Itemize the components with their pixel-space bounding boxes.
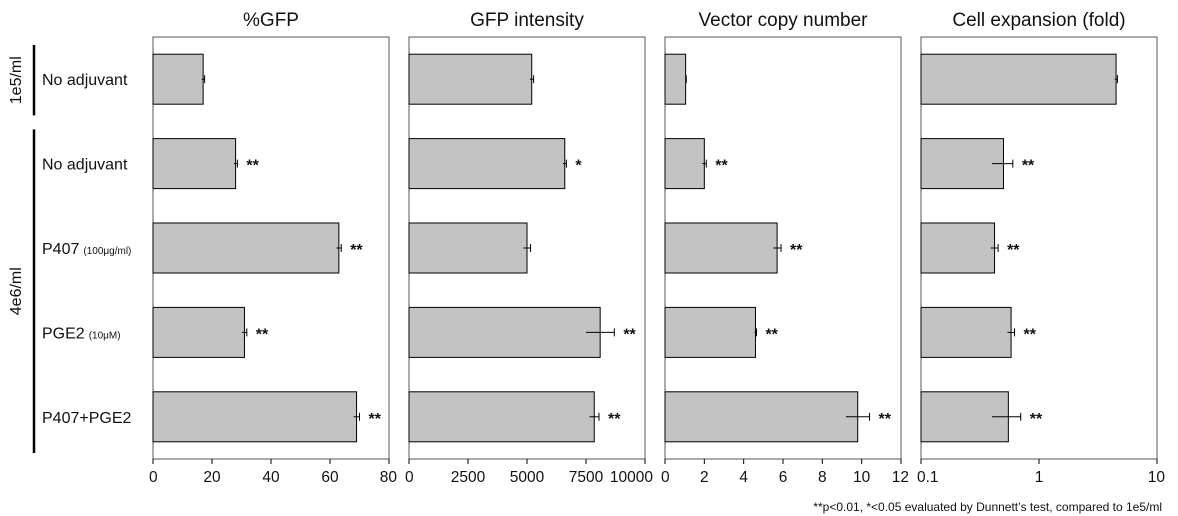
bar (664, 53, 687, 105)
x-tick-label: 60 (321, 469, 339, 486)
x-tick-label: 12 (892, 469, 909, 486)
significance-label: ** (765, 326, 778, 343)
row-label: PGE2 (10μM) (42, 325, 121, 342)
bar (664, 391, 859, 443)
x-tick-label: 8 (818, 469, 827, 486)
significance-label: ** (715, 158, 728, 175)
x-tick-label: 20 (203, 469, 221, 486)
x-tick-label: 10000 (610, 469, 653, 486)
bar (664, 222, 778, 274)
row-labels: No adjuvant No adjuvant P407 (100μg/ml) PGE2… (42, 72, 132, 427)
panel: %GFP ** ** ** ** 0 20 40 60 80 (149, 10, 397, 486)
bar (408, 222, 528, 274)
bar (408, 53, 533, 105)
row-label-main: No adjuvant (42, 157, 128, 174)
x-tick-label: 80 (380, 469, 398, 486)
x-tick-label: 5000 (510, 469, 545, 486)
bar (152, 53, 204, 105)
x-tick-label: 0.1 (917, 469, 939, 486)
panel-title: %GFP (243, 10, 299, 31)
x-tick-label: 10 (853, 469, 871, 486)
panel: Cell expansion (fold) ** ** ** ** 0.1 1 10 (917, 10, 1165, 486)
row-label: No adjuvant (42, 157, 128, 174)
x-tick-label: 7500 (569, 469, 604, 486)
row-label: P407+PGE2 (42, 410, 132, 427)
significance-label: * (575, 158, 582, 175)
x-tick-label: 0 (405, 469, 414, 486)
bar (152, 391, 358, 443)
significance-label: ** (256, 326, 269, 343)
group-brackets: 1e5/ml 4e6/ml (8, 45, 36, 453)
bar (152, 138, 237, 190)
bar (920, 138, 1004, 190)
x-tick-label: 1 (1035, 469, 1044, 486)
x-tick-label: 4 (739, 469, 748, 486)
bar (920, 306, 1012, 358)
bar (152, 306, 245, 358)
bar (664, 306, 756, 358)
row-label-main: PGE2 (42, 325, 85, 342)
footnote: **p<0.01, *<0.05 evaluated by Dunnett’s … (813, 500, 1162, 514)
group-label: 4e6/ml (8, 267, 25, 315)
x-tick-label: 6 (779, 469, 788, 486)
significance-label: ** (1022, 158, 1035, 175)
panel: GFP intensity*****0 2500 5000 7500 10000 (405, 10, 653, 486)
panel-title: GFP intensity (470, 10, 584, 31)
row-label-main: P407+PGE2 (42, 410, 132, 427)
row-label: No adjuvant (42, 72, 128, 89)
significance-label: ** (608, 411, 621, 428)
x-tick-label: 0 (149, 469, 158, 486)
bar (408, 306, 601, 358)
significance-label: ** (350, 242, 363, 259)
row-label-main: No adjuvant (42, 72, 128, 89)
significance-label: ** (1030, 411, 1043, 428)
significance-label: ** (1024, 326, 1037, 343)
significance-label: ** (246, 158, 259, 175)
x-tick-label: 10 (1148, 469, 1166, 486)
bar (920, 222, 996, 274)
significance-label: ** (369, 411, 382, 428)
bar (152, 222, 340, 274)
row-label-note: (10μM) (89, 330, 121, 341)
significance-label: ** (1007, 242, 1020, 259)
significance-label: ** (879, 411, 892, 428)
significance-label: ** (790, 242, 803, 259)
group-label: 1e5/ml (8, 56, 25, 104)
row-label-main: P407 (42, 241, 79, 258)
x-tick-label: 0 (661, 469, 670, 486)
x-tick-label: 2500 (451, 469, 486, 486)
bar (408, 138, 566, 190)
x-tick-label: 40 (262, 469, 280, 486)
bar (664, 138, 705, 190)
row-label-note: (100μg/ml) (83, 246, 131, 257)
panel: Vector copy number ** ** ** ** 0 2 4 6 8 10 12 (661, 10, 909, 486)
row-label: P407 (100μg/ml) (42, 241, 131, 258)
bar (920, 53, 1117, 105)
panel-title: Cell expansion (fold) (952, 10, 1125, 31)
panel-title: Vector copy number (699, 10, 869, 31)
x-tick-label: 2 (700, 469, 709, 486)
significance-label: ** (623, 326, 636, 343)
bar (408, 391, 595, 443)
